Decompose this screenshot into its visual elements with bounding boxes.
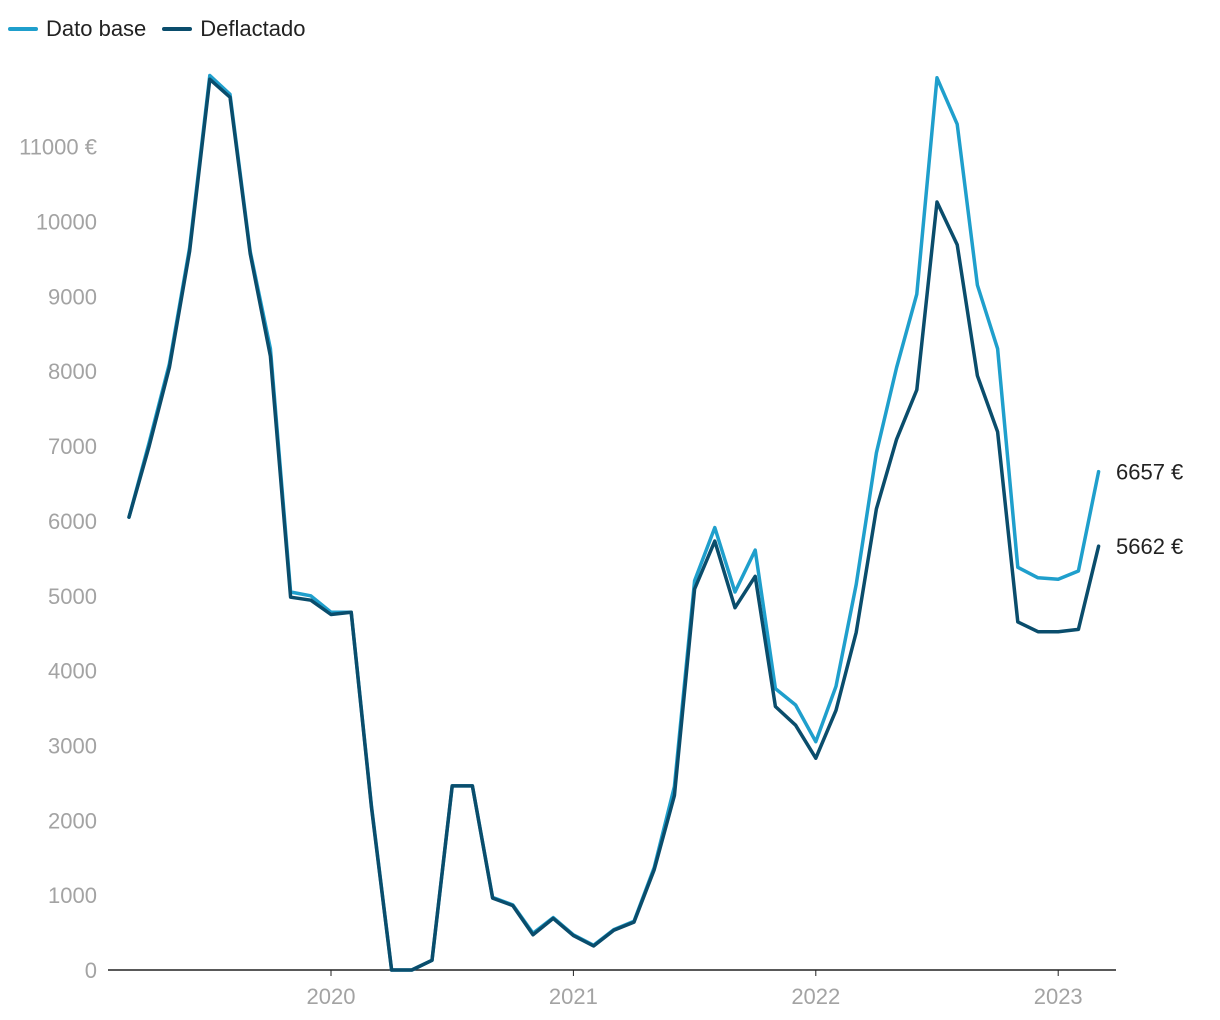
y-tick-label: 7000 [48, 434, 97, 459]
y-tick-label: 2000 [48, 808, 97, 833]
x-tick-label: 2022 [791, 984, 840, 1009]
y-tick-label: 3000 [48, 733, 97, 758]
legend-item-dato-base[interactable]: Dato base [8, 16, 146, 42]
y-tick-label: 0 [85, 958, 97, 983]
x-tick-label: 2020 [307, 984, 356, 1009]
y-tick-label: 6000 [48, 509, 97, 534]
legend-swatch-deflactado [162, 27, 193, 31]
y-tick-label: 1000 [48, 883, 97, 908]
legend: Dato base Deflactado [8, 16, 305, 42]
legend-label-deflactado: Deflactado [200, 16, 306, 41]
end-value-label: 5662 € [1116, 534, 1183, 559]
y-tick-label: 8000 [48, 359, 97, 384]
legend-swatch-dato-base [8, 27, 38, 31]
y-tick-label: 11000 € [19, 135, 97, 160]
legend-item-deflactado[interactable]: Deflactado [162, 16, 305, 42]
series-line-deflactado [127, 77, 1101, 972]
y-tick-label: 9000 [48, 284, 97, 309]
legend-label-dato-base: Dato base [46, 16, 147, 41]
y-tick-label: 10000 [36, 210, 97, 235]
end-value-label: 6657 € [1116, 460, 1183, 485]
series-line-dato-base [127, 73, 1101, 972]
y-tick-label: 5000 [48, 584, 97, 609]
x-tick-label: 2021 [549, 984, 598, 1009]
x-tick-label: 2023 [1034, 984, 1083, 1009]
y-tick-label: 4000 [48, 659, 97, 684]
